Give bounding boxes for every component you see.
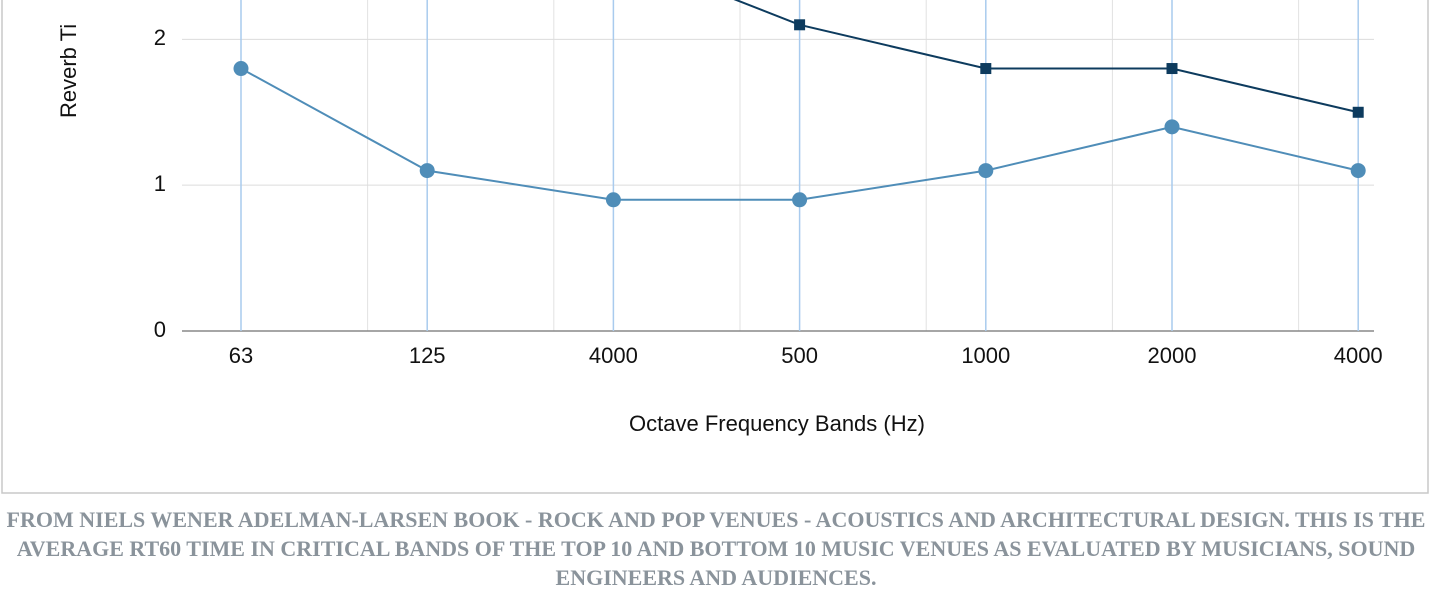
x-axis-label: Octave Frequency Bands (Hz) xyxy=(629,411,925,436)
caption: From Niels Wener Adelman-Larsen book - R… xyxy=(6,507,1426,590)
x-tick-label: 125 xyxy=(409,343,446,368)
data-point xyxy=(1352,106,1364,118)
x-tick-label: 63 xyxy=(229,343,253,368)
data-point xyxy=(419,163,435,179)
data-point xyxy=(1166,63,1178,75)
x-tick-label: 4000 xyxy=(589,343,638,368)
x-tick-label: 2000 xyxy=(1148,343,1197,368)
data-point xyxy=(605,192,621,208)
y-tick-label: 2 xyxy=(154,25,166,50)
chart-frame xyxy=(1,0,1429,494)
data-point xyxy=(794,19,806,31)
x-tick-label: 4000 xyxy=(1334,343,1383,368)
data-point xyxy=(233,61,249,77)
x-tick-label: 1000 xyxy=(961,343,1010,368)
data-point xyxy=(1164,119,1180,135)
y-axis-label: Reverb Ti xyxy=(56,24,81,118)
data-point xyxy=(792,192,808,208)
data-point xyxy=(980,63,992,75)
y-tick-label: 0 xyxy=(154,317,166,342)
data-point xyxy=(978,163,994,179)
x-tick-label: 500 xyxy=(781,343,818,368)
y-tick-label: 1 xyxy=(154,171,166,196)
chart: Reverb Ti Octave Frequency Bands (Hz) 0 1… xyxy=(1,0,1429,494)
data-point xyxy=(1350,163,1366,179)
